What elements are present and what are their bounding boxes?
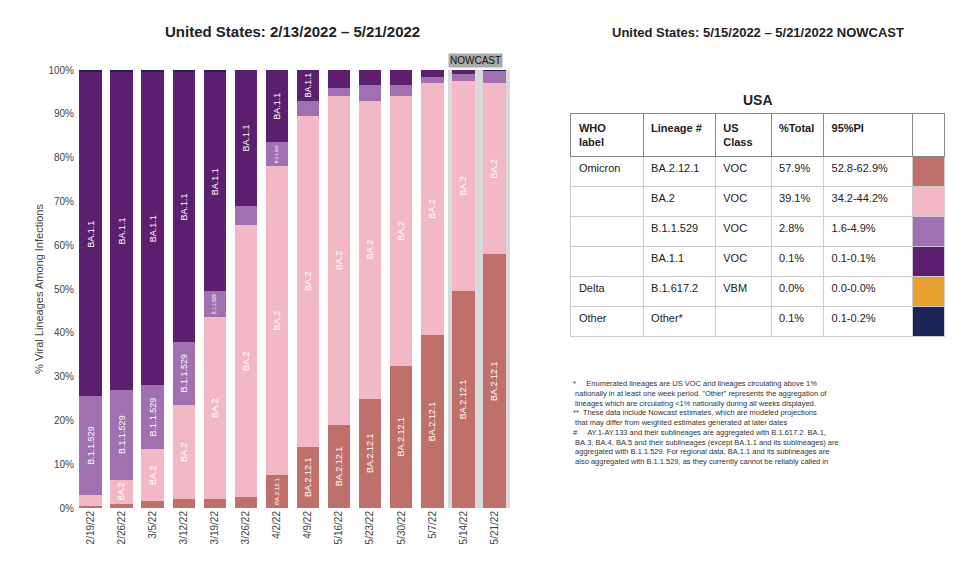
svg-text:BA.2: BA.2 [651,192,675,204]
svg-text:BA.2: BA.2 [272,311,282,331]
svg-text:52.8-62.9%: 52.8-62.9% [832,162,888,174]
svg-text:BA.1.1: BA.1.1 [651,252,684,264]
svg-text:5/7/22: 5/7/22 [427,511,438,539]
svg-text:0.0%: 0.0% [779,282,804,294]
svg-text:BA.2.12.1: BA.2.12.1 [365,433,375,473]
svg-text:95%PI: 95%PI [832,122,864,134]
svg-text:B.1.1.529: B.1.1.529 [179,354,189,393]
svg-text:70%: 70% [54,196,74,207]
svg-text:USA: USA [743,92,773,108]
svg-text:0%: 0% [60,503,75,514]
svg-text:90%: 90% [54,108,74,119]
svg-text:BA.2: BA.2 [427,199,437,219]
svg-text:39.1%: 39.1% [779,192,810,204]
svg-text:BA.2: BA.2 [148,465,158,485]
svg-text:BA.2: BA.2 [116,482,126,500]
svg-text:B.1.1.529: B.1.1.529 [117,415,127,454]
svg-text:Omicron: Omicron [579,162,621,174]
svg-text:3/26/22: 3/26/22 [240,511,251,545]
svg-text:B.1.1.529: B.1.1.529 [148,398,158,437]
svg-text:BA.2.12.1: BA.2.12.1 [334,447,344,487]
svg-text:B.1.1.529: B.1.1.529 [651,222,698,234]
svg-text:5/16/22: 5/16/22 [333,511,344,545]
svg-text:United States: 5/15/2022 – 5/2: United States: 5/15/2022 – 5/21/2022 NOW… [612,25,904,40]
svg-text:BA.2: BA.2 [334,251,344,271]
svg-text:VOC: VOC [723,252,747,264]
svg-text:3/5/22: 3/5/22 [147,511,158,539]
svg-text:BA.2.12.1: BA.2.12.1 [489,361,499,401]
svg-text:United States: 2/13/2022 – 5/2: United States: 2/13/2022 – 5/21/2022 [165,23,420,40]
svg-text:BA.1.1: BA.1.1 [272,93,282,120]
svg-text:50%: 50% [54,284,74,295]
svg-text:0.1-0.1%: 0.1-0.1% [832,252,876,264]
svg-text:B.1.1.529: B.1.1.529 [274,145,279,164]
svg-text:USClass: USClass [723,122,752,148]
svg-text:0.1%: 0.1% [779,312,804,324]
svg-text:BA.1.1: BA.1.1 [304,73,313,98]
svg-text:BA.2.12.1: BA.2.12.1 [273,478,280,505]
svg-text:BA.2: BA.2 [489,159,499,179]
svg-text:WHOlabel: WHOlabel [579,122,606,148]
svg-text:%Total: %Total [779,122,814,134]
svg-text:BA.2.12.1: BA.2.12.1 [396,417,406,457]
svg-text:4/9/22: 4/9/22 [302,511,313,539]
svg-text:BA.2: BA.2 [179,442,189,462]
svg-text:BA.2.12.1: BA.2.12.1 [651,162,699,174]
svg-text:Other: Other [579,312,607,324]
svg-text:B.1.1.529: B.1.1.529 [212,294,217,315]
svg-text:* Enumerated lineages are: * Enumerated lineages are US VOC and lin… [573,379,839,466]
svg-text:BA.2: BA.2 [210,399,220,419]
svg-text:BA.2: BA.2 [458,176,468,196]
svg-text:NOWCAST: NOWCAST [450,55,501,66]
svg-text:10%: 10% [54,459,74,470]
svg-text:40%: 40% [54,327,74,338]
svg-text:2/19/22: 2/19/22 [85,511,96,545]
svg-text:Delta: Delta [579,282,606,294]
svg-text:VOC: VOC [723,192,747,204]
svg-text:BA.1.1: BA.1.1 [241,124,251,151]
svg-text:BA.1.1: BA.1.1 [86,221,96,248]
svg-text:20%: 20% [54,415,74,426]
svg-text:B.1.617.2: B.1.617.2 [651,282,698,294]
svg-text:1.6-4.9%: 1.6-4.9% [832,222,876,234]
svg-text:80%: 80% [54,152,74,163]
svg-text:Other*: Other* [651,312,684,324]
svg-text:3/12/22: 3/12/22 [178,511,189,545]
svg-text:VBM: VBM [723,282,747,294]
svg-text:0.1%: 0.1% [779,252,804,264]
svg-text:BA.1.1: BA.1.1 [148,215,158,242]
svg-text:5/30/22: 5/30/22 [396,511,407,545]
svg-text:Lineage #: Lineage # [651,122,702,134]
svg-text:5/23/22: 5/23/22 [364,511,375,545]
svg-text:100%: 100% [48,65,74,76]
svg-text:3/19/22: 3/19/22 [209,511,220,545]
svg-text:VOC: VOC [723,222,747,234]
svg-text:BA.2.12.1: BA.2.12.1 [303,458,313,498]
svg-text:B.1.1.529: B.1.1.529 [86,426,96,465]
svg-text:30%: 30% [54,371,74,382]
svg-text:0.0-0.0%: 0.0-0.0% [832,282,876,294]
svg-text:BA.2: BA.2 [241,352,251,372]
svg-text:57.9%: 57.9% [779,162,810,174]
svg-text:34.2-44.2%: 34.2-44.2% [832,192,888,204]
svg-text:0.1-0.2%: 0.1-0.2% [832,312,876,324]
svg-text:2/26/22: 2/26/22 [116,511,127,545]
svg-text:2.8%: 2.8% [779,222,804,234]
svg-text:BA.1.1: BA.1.1 [210,168,220,195]
svg-text:5/14/22: 5/14/22 [458,511,469,545]
svg-text:BA.2: BA.2 [303,272,313,292]
svg-text:BA.2: BA.2 [365,240,375,260]
svg-text:BA.2: BA.2 [396,221,406,241]
svg-text:BA.2.12.1: BA.2.12.1 [427,402,437,442]
svg-text:5/21/22: 5/21/22 [489,511,500,545]
svg-text:60%: 60% [54,240,74,251]
svg-text:VOC: VOC [723,162,747,174]
svg-text:% Viral Lineages Among Infecti: % Viral Lineages Among Infections [33,204,45,374]
svg-text:4/2/22: 4/2/22 [271,511,282,539]
svg-text:BA.1.1: BA.1.1 [117,217,127,244]
svg-text:BA.1.1: BA.1.1 [179,193,189,220]
svg-text:BA.2.12.1: BA.2.12.1 [458,380,468,420]
